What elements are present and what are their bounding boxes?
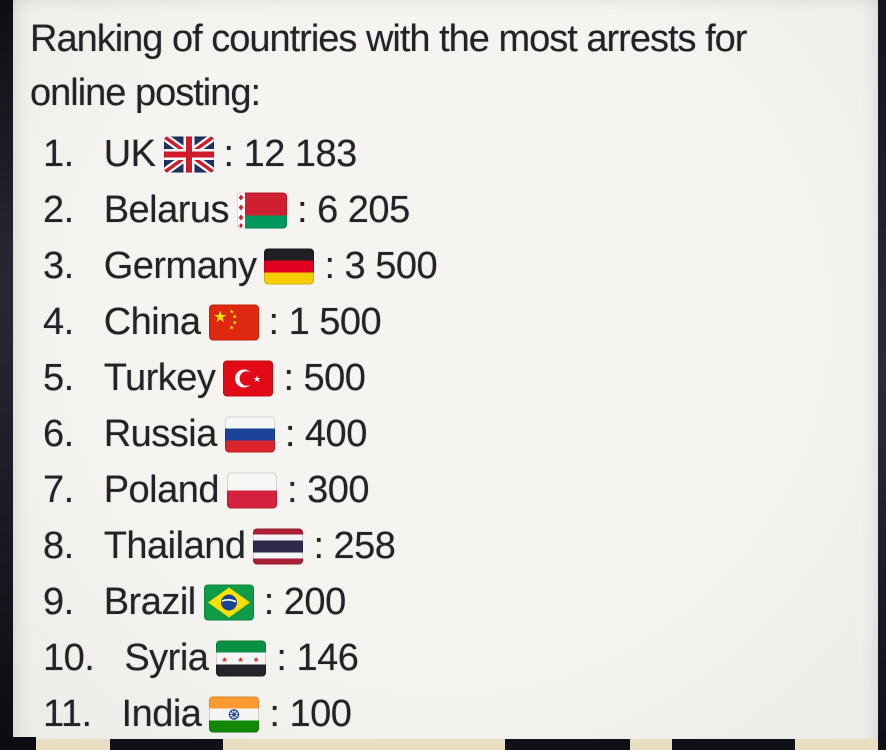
flag-turkey-icon: ★	[223, 360, 274, 397]
ranking-row: 9. Brazil : 200	[43, 574, 874, 630]
country-name: Poland	[103, 468, 220, 511]
svg-text:★: ★	[232, 313, 237, 320]
rank-number: 11.	[43, 692, 92, 735]
flag-syria-icon: ★ ★ ★	[216, 640, 267, 677]
rank-number: 6.	[43, 412, 74, 455]
country-name: Germany	[103, 244, 257, 287]
rank-number: 2.	[43, 188, 74, 231]
separator: :	[313, 524, 324, 567]
flag-india-icon	[209, 696, 260, 733]
arrest-count: 146	[296, 636, 359, 679]
svg-text:★: ★	[229, 308, 234, 315]
country-name: Thailand	[103, 524, 246, 567]
separator: :	[283, 356, 294, 399]
ranking-row: 8. Thailand : 258	[43, 518, 874, 574]
separator: :	[269, 692, 280, 735]
arrest-count: 100	[289, 692, 352, 735]
ranking-row: 4. China ★ ★ ★ ★ ★ : 1 500	[43, 294, 874, 350]
svg-text:★: ★	[213, 309, 227, 326]
svg-text:★: ★	[253, 374, 261, 384]
separator: :	[287, 468, 298, 511]
ranking-row: 2. Belarus : 6 205	[43, 182, 874, 238]
rank-number: 5.	[43, 356, 74, 399]
country-name: India	[121, 692, 202, 735]
country-name: Belarus	[103, 188, 230, 231]
flag-brazil-icon	[203, 584, 254, 621]
post-title-line-2: online posting:	[30, 72, 261, 114]
arrest-count: 6 205	[317, 188, 410, 231]
ranking-row: 1. UK : 12 183	[43, 126, 874, 182]
cutoff-text-block	[110, 739, 223, 750]
rank-number: 3.	[43, 244, 74, 287]
ranking-row: 11. India : 100	[43, 686, 874, 742]
rank-number: 7.	[43, 468, 74, 511]
arrest-count: 300	[307, 468, 369, 511]
rank-number: 10.	[43, 636, 95, 679]
cutoff-text-block	[672, 739, 795, 750]
arrest-count: 1 500	[288, 300, 382, 343]
photo-corner-bottom-left	[0, 737, 36, 750]
flag-uk-icon	[163, 136, 214, 173]
separator: :	[268, 300, 280, 343]
photo-edge-right	[878, 0, 886, 750]
country-name: UK	[103, 132, 156, 175]
svg-text:★: ★	[232, 319, 237, 326]
ranking-row: 7. Poland : 300	[43, 462, 874, 518]
photo-edge-left	[0, 0, 13, 750]
ranking-row: 5. Turkey ★ : 500	[43, 350, 874, 406]
flag-china-icon: ★ ★ ★ ★ ★	[208, 304, 259, 341]
svg-text:★: ★	[253, 656, 259, 664]
ranking-row: 10. Syria ★ ★ ★ : 146	[43, 630, 874, 686]
country-ranking-list: 1. UK : 12 183 2. Belarus : 6 205 3. Ger…	[30, 126, 874, 742]
separator: :	[263, 580, 275, 623]
country-name: China	[103, 300, 201, 343]
flag-germany-icon	[264, 248, 315, 285]
cutoff-content-strip	[13, 739, 878, 750]
rank-number: 9.	[43, 580, 74, 623]
ranking-row: 3. Germany : 3 500	[43, 238, 874, 294]
flag-poland-icon	[227, 472, 278, 509]
ranking-row: 6. Russia : 400	[43, 406, 874, 462]
post-content: Ranking of countries with the most arres…	[30, 12, 874, 742]
separator: :	[276, 636, 287, 679]
arrest-count: 500	[303, 356, 366, 399]
rank-number: 8.	[43, 524, 74, 567]
separator: :	[284, 412, 296, 455]
svg-text:★: ★	[238, 656, 244, 664]
country-name: Brazil	[103, 580, 197, 623]
arrest-count: 258	[333, 524, 396, 567]
separator: :	[324, 244, 335, 287]
flag-belarus-icon	[237, 192, 288, 229]
separator: :	[223, 132, 235, 175]
svg-text:★: ★	[229, 324, 234, 331]
rank-number: 1.	[43, 132, 74, 175]
post-title: Ranking of countries with the most arres…	[30, 12, 874, 120]
flag-thailand-icon	[253, 528, 304, 565]
arrest-count: 12 183	[243, 132, 358, 175]
rank-number: 4.	[43, 300, 74, 343]
arrest-count: 400	[304, 412, 367, 455]
separator: :	[297, 188, 308, 231]
country-name: Turkey	[103, 356, 216, 399]
arrest-count: 200	[283, 580, 346, 623]
flag-russia-icon	[224, 416, 275, 453]
svg-text:★: ★	[222, 656, 228, 664]
cutoff-text-block	[505, 739, 630, 750]
post-title-line-1: Ranking of countries with the most arres…	[30, 18, 747, 60]
country-name: Russia	[103, 412, 218, 455]
country-name: Syria	[124, 636, 209, 679]
arrest-count: 3 500	[344, 244, 438, 287]
